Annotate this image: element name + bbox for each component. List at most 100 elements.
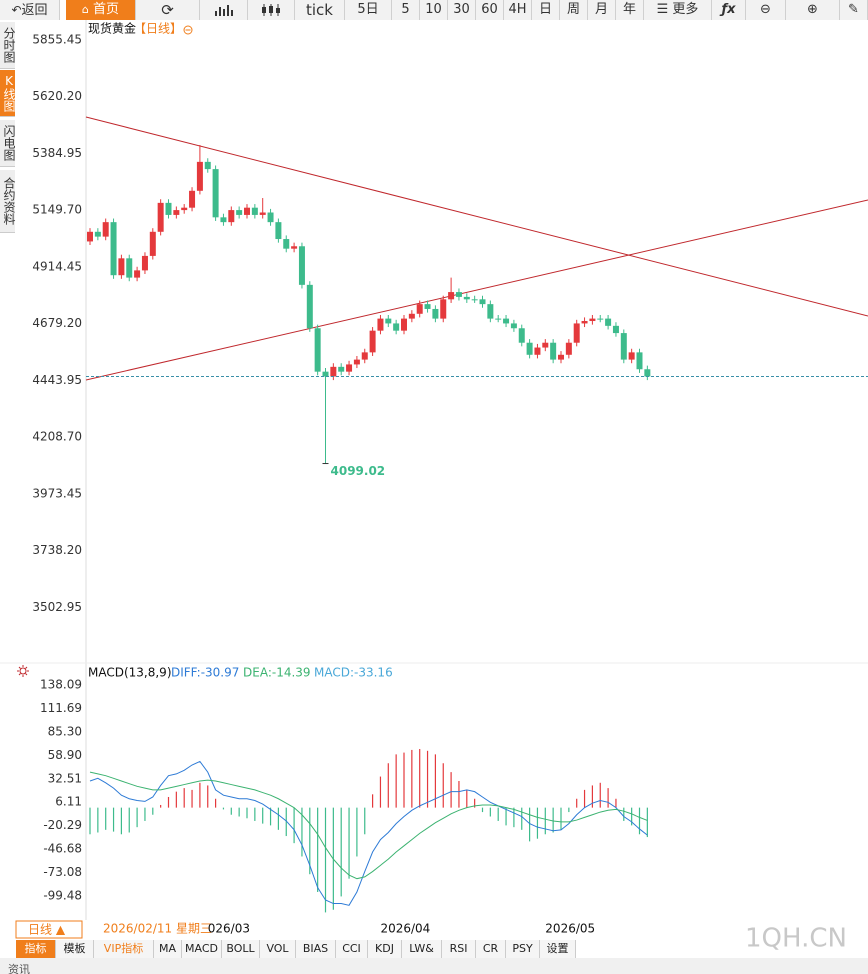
y-tick-label: 3502.95 xyxy=(32,600,82,614)
indicator-tab[interactable]: VIP指标 xyxy=(94,940,154,958)
y-tick-label: 5149.70 xyxy=(32,203,82,217)
candle-body xyxy=(558,354,564,360)
indicator-tab[interactable]: MACD xyxy=(182,940,222,958)
candle-body xyxy=(338,366,345,372)
candle-body xyxy=(471,299,478,301)
candle-body xyxy=(353,359,360,365)
candle-body xyxy=(534,347,541,355)
candle-body xyxy=(550,342,557,360)
macd-line xyxy=(89,760,648,906)
zoom-out-button[interactable]: ⊖ xyxy=(746,0,786,20)
refresh-button[interactable]: ⟳ xyxy=(136,0,200,20)
period-button[interactable]: 10 xyxy=(420,0,448,20)
back-label[interactable]: 返回 xyxy=(21,3,48,18)
candle-body xyxy=(361,352,368,360)
indicator-tab[interactable]: 设置 xyxy=(540,940,576,958)
indicator-tab[interactable]: BOLL xyxy=(222,940,260,958)
low-label: 4099.02 xyxy=(331,464,386,478)
settings-icon[interactable] xyxy=(17,665,29,677)
y-tick-label: -20.29 xyxy=(43,818,82,832)
symbol: 现货黄金 xyxy=(88,21,136,36)
zoom-in-button[interactable]: ⊕ xyxy=(786,0,840,20)
candle-body xyxy=(306,284,313,329)
period-button[interactable]: 60 xyxy=(476,0,504,20)
candle-body xyxy=(369,330,376,353)
candle-body xyxy=(385,318,392,324)
y-tick-label: -99.48 xyxy=(43,888,82,902)
candle-body xyxy=(141,255,148,271)
candle-body xyxy=(259,212,266,215)
news-tab[interactable]: 资讯 xyxy=(8,963,30,974)
y-tick-label: 4679.20 xyxy=(32,316,82,330)
candle-body xyxy=(196,161,203,191)
y-tick-label: 138.09 xyxy=(40,678,82,692)
indicator-tab[interactable]: KDJ xyxy=(368,940,402,958)
candle-button[interactable] xyxy=(248,0,295,20)
more-button[interactable]: ☰ 更多 xyxy=(644,0,712,20)
candle-body xyxy=(228,210,235,223)
indicator-tab[interactable]: VOL xyxy=(260,940,296,958)
tick-button[interactable]: tick xyxy=(295,0,345,20)
bar-chart-button[interactable] xyxy=(200,0,248,20)
candle-body xyxy=(134,270,141,278)
indicator-tab[interactable]: PSY xyxy=(506,940,540,958)
candle-body xyxy=(463,296,470,300)
sidebar-tab[interactable]: K线图 xyxy=(0,70,16,117)
home-button[interactable]: ⌂ 首页 xyxy=(66,0,136,20)
candle-body xyxy=(267,212,274,223)
y-tick-label: 58.90 xyxy=(48,748,82,762)
x-tick-label: 2026/05 xyxy=(545,922,595,936)
period-button-label[interactable]: 日线 ▲ xyxy=(28,923,66,937)
sidebar-tab[interactable]: 闪电图 xyxy=(0,120,16,167)
candle-body xyxy=(283,239,290,249)
candle-body xyxy=(244,207,250,215)
bottom-bar xyxy=(0,958,868,974)
period-button[interactable]: 日 xyxy=(532,0,560,20)
period-button[interactable]: 周 xyxy=(560,0,588,20)
candle-body xyxy=(275,222,282,240)
back-button[interactable]: ↶返回 xyxy=(0,0,60,20)
period-button[interactable]: 年 xyxy=(616,0,644,20)
draw-button[interactable]: ✎ xyxy=(840,0,868,20)
indicator-tab[interactable]: CCI xyxy=(336,940,368,958)
candle-body xyxy=(204,161,211,170)
y-tick-label: 5620.20 xyxy=(32,89,82,103)
y-tick-label: 4208.70 xyxy=(32,430,82,444)
period-label: 【日线】 xyxy=(134,22,182,36)
period-button[interactable]: 4H xyxy=(504,0,532,20)
candle-body xyxy=(448,292,455,300)
period-button[interactable]: 30 xyxy=(448,0,476,20)
candle-body xyxy=(487,304,494,319)
candle-body xyxy=(636,352,643,370)
indicator-tab[interactable]: 模板 xyxy=(56,940,94,958)
formula-button[interactable]: ƒx xyxy=(712,0,746,20)
period-button[interactable]: 月 xyxy=(588,0,616,20)
candle-body xyxy=(455,292,462,297)
indicator-tab[interactable]: LW& xyxy=(402,940,442,958)
candle-body xyxy=(149,231,156,256)
sidebar-tab[interactable]: 合约资料 xyxy=(0,170,16,233)
period-button[interactable]: 5 xyxy=(392,0,420,20)
footer-bar xyxy=(0,920,868,940)
trend-line xyxy=(85,116,868,317)
indicator-tab[interactable]: RSI xyxy=(442,940,476,958)
candle-body xyxy=(173,210,180,215)
indicator-tab[interactable]: MA xyxy=(154,940,182,958)
x-tick-label: 026/03 xyxy=(208,922,250,936)
sidebar-tab[interactable]: 分时图 xyxy=(0,22,16,69)
candle-body xyxy=(165,202,172,215)
candle-body xyxy=(322,371,329,377)
home-label[interactable]: 首页 xyxy=(93,2,120,17)
indicator-tab[interactable]: 指标 xyxy=(16,940,56,958)
candle-body xyxy=(424,304,431,309)
macd-line xyxy=(89,771,648,880)
candle-body xyxy=(479,299,486,305)
period-button[interactable]: 5日 xyxy=(345,0,392,20)
more-label[interactable]: 更多 xyxy=(672,2,699,17)
y-tick-label: 111.69 xyxy=(40,701,82,715)
period-button[interactable] xyxy=(15,920,83,939)
candle-body xyxy=(565,342,572,355)
candle-body xyxy=(605,318,612,326)
indicator-tab[interactable]: CR xyxy=(476,940,506,958)
indicator-tab[interactable]: BIAS xyxy=(296,940,336,958)
